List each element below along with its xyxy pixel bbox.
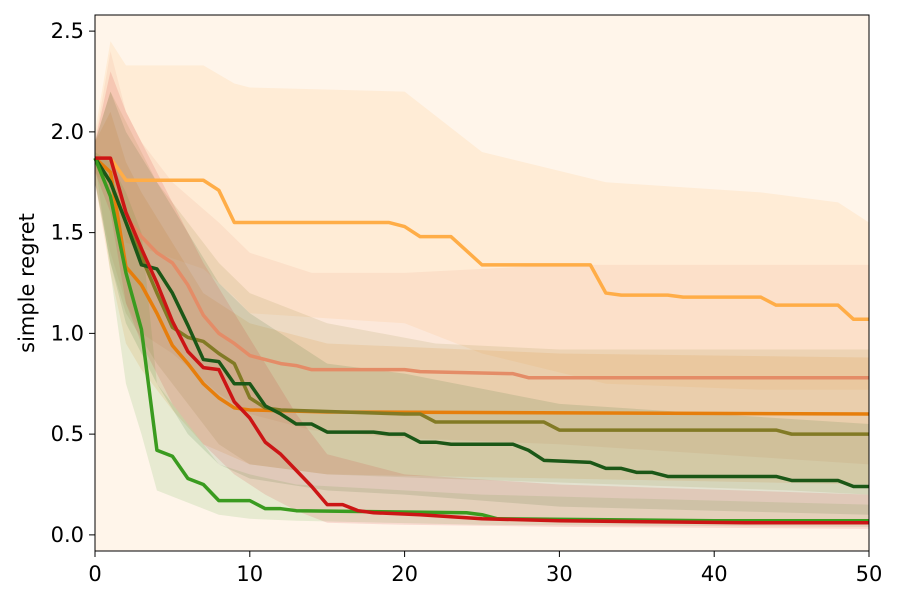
x-tick-label: 10: [236, 562, 263, 586]
x-tick-label: 40: [701, 562, 728, 586]
series-line-5: [93, 157, 869, 489]
series-lines: [93, 156, 870, 525]
y-tick-label: 2.0: [51, 120, 84, 144]
confidence-band-2: [95, 51, 869, 465]
y-tick-label: 1.5: [51, 221, 84, 245]
confidence-band-6: [95, 152, 869, 527]
x-tick-label: 50: [856, 562, 883, 586]
x-tick-label: 0: [88, 562, 101, 586]
series-line-6: [93, 157, 869, 523]
series-line-7: [95, 156, 869, 525]
x-axis: 0 10 20 30 40 50: [88, 551, 882, 586]
confidence-band-3: [95, 111, 869, 485]
series-line-1: [95, 156, 869, 322]
series-line-2: [95, 156, 869, 380]
y-axis-label: simple regret: [15, 213, 39, 353]
y-tick-label: 1.0: [51, 321, 84, 345]
series-line-4: [93, 157, 869, 436]
x-tick-label: 20: [391, 562, 418, 586]
y-tick-label: 2.5: [51, 19, 84, 43]
y-axis: 0.0 0.5 1.0 1.5 2.0 2.5: [51, 19, 95, 547]
plot-frame: [94, 14, 870, 552]
x-tick-label: 30: [546, 562, 573, 586]
plot-background: [95, 15, 869, 551]
confidence-band-4: [95, 91, 869, 495]
y-tick-label: 0.5: [51, 422, 84, 446]
y-tick-label: 0.0: [51, 523, 84, 547]
confidence-band-1: [95, 41, 869, 390]
confidence-band-7: [95, 71, 869, 529]
